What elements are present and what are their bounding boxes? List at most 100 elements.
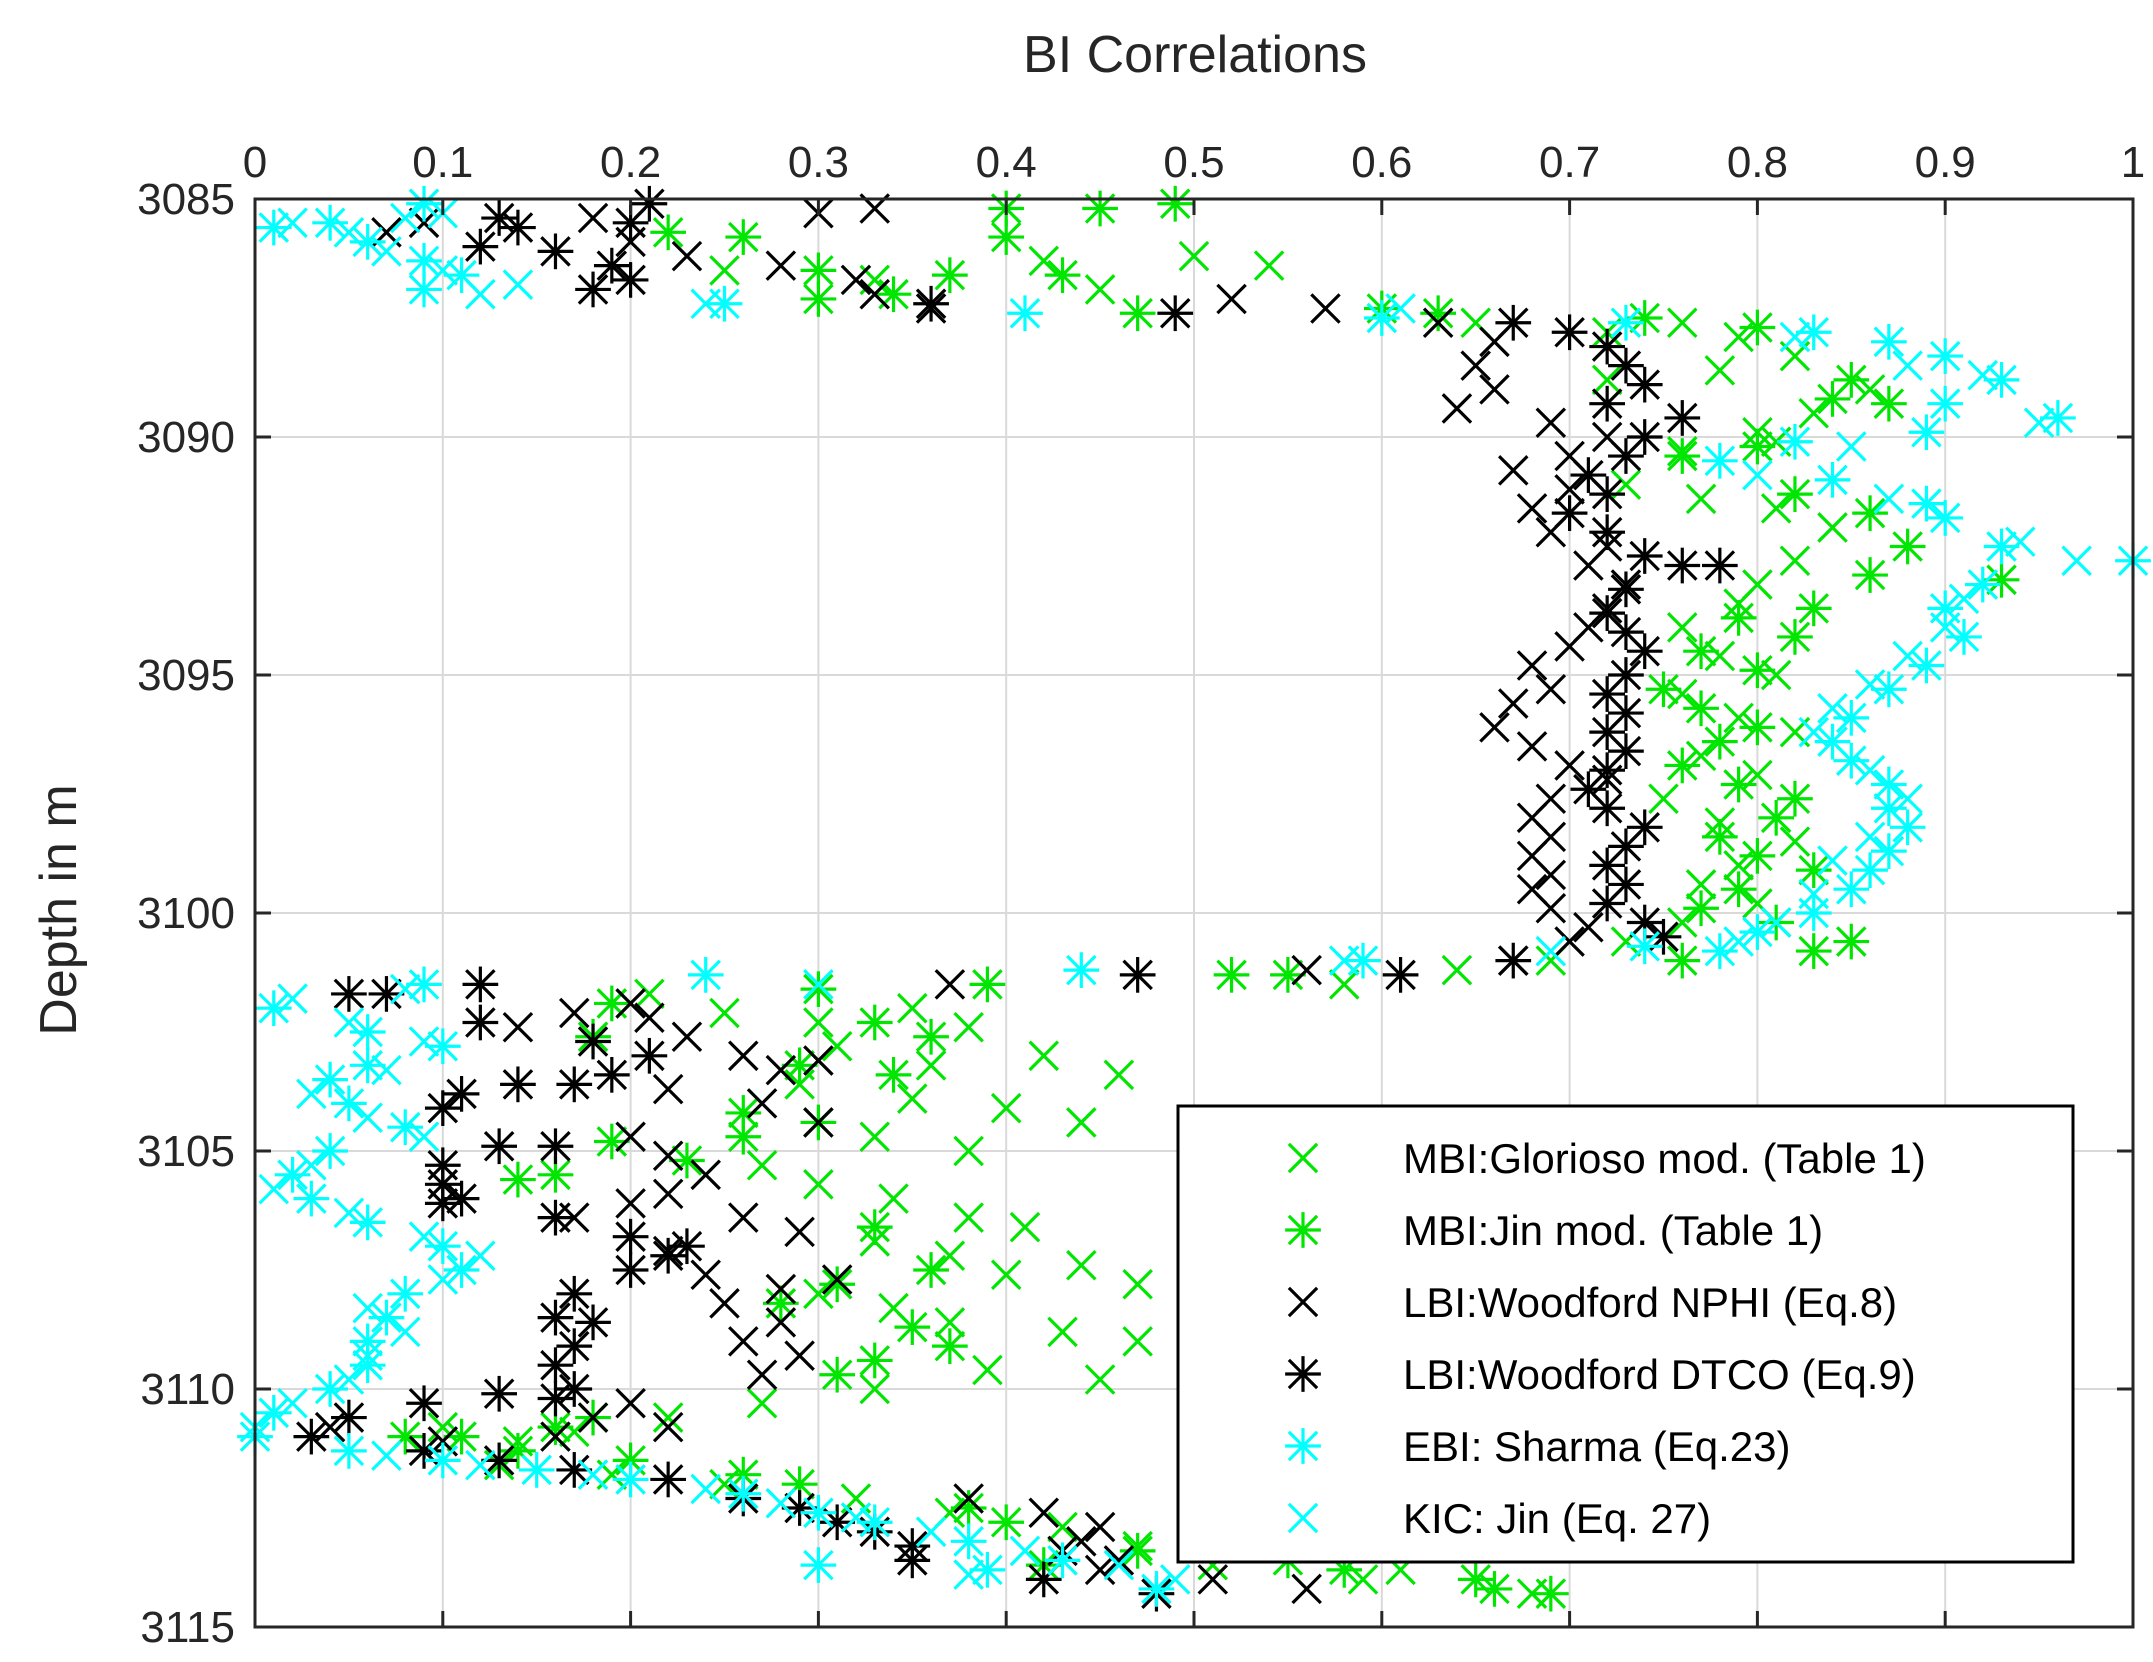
legend-label: MBI:Jin mod. (Table 1): [1403, 1207, 1823, 1254]
data-point: [387, 1109, 424, 1146]
legend-label: EBI: Sharma (Eq.23): [1403, 1423, 1791, 1470]
data-point: [972, 1354, 1003, 1386]
data-point: [333, 217, 365, 248]
data-point: [333, 1007, 365, 1038]
data-point: [969, 1552, 1006, 1588]
data-point: [1701, 933, 1738, 969]
data-point: [859, 1121, 891, 1152]
data-point: [424, 1028, 461, 1065]
data-point: [690, 1473, 721, 1505]
data-point: [481, 1375, 517, 1412]
data-point: [840, 1502, 872, 1533]
data-point: [577, 202, 609, 234]
data-point: [1084, 1511, 1116, 1543]
data-point: [1122, 1326, 1153, 1357]
data-point: [293, 1180, 330, 1217]
data-point: [953, 1559, 984, 1590]
data-point: [612, 1252, 649, 1288]
data-point: [1889, 528, 1926, 565]
data-point: [500, 1161, 536, 1198]
legend-marker: [1287, 1142, 1319, 1174]
data-point: [1683, 633, 1719, 670]
data-point: [1626, 538, 1663, 574]
data-point: [502, 269, 534, 300]
data-point: [1082, 190, 1118, 227]
data-point: [1216, 283, 1247, 315]
data-point: [1664, 400, 1701, 436]
data-point: [840, 264, 872, 296]
data-point: [1516, 493, 1548, 524]
data-point: [1760, 493, 1792, 524]
data-point: [1795, 895, 1832, 931]
x-tick-label: 0: [243, 138, 267, 187]
data-point: [875, 1056, 912, 1093]
data-point: [1535, 674, 1567, 705]
data-point: [389, 973, 421, 1005]
data-point: [1119, 957, 1156, 993]
data-point: [1551, 495, 1588, 532]
data-point: [1760, 659, 1792, 691]
data-point: [1779, 826, 1811, 857]
data-point: [1929, 612, 1961, 643]
data-point: [1777, 423, 1813, 460]
data-point: [1270, 957, 1306, 993]
data-point: [1047, 1316, 1078, 1348]
data-point: [1701, 723, 1738, 760]
data-point: [1009, 1211, 1041, 1243]
data-point: [1626, 633, 1663, 670]
data-point: [1345, 942, 1381, 979]
y-tick-label: 3115: [140, 1603, 235, 1652]
y-tick-label: 3085: [137, 175, 235, 224]
data-point: [652, 1073, 684, 1105]
legend-marker: [1285, 1428, 1321, 1464]
legend-label: KIC: Jin (Eq. 27): [1403, 1495, 1711, 1542]
data-point: [443, 1076, 480, 1112]
y-tick-label: 3090: [137, 413, 235, 462]
data-point: [1704, 355, 1736, 386]
data-point: [1854, 669, 1886, 700]
data-point: [500, 209, 536, 246]
data-point: [2061, 545, 2092, 577]
data-point: [746, 1359, 778, 1390]
data-point: [333, 1197, 365, 1229]
data-point: [408, 1121, 440, 1152]
legend-label: LBI:Woodford NPHI (Eq.8): [1403, 1279, 1897, 1326]
data-point: [389, 1316, 421, 1348]
data-point: [1589, 476, 1626, 512]
data-point: [518, 1452, 555, 1488]
data-point: [2040, 400, 2076, 436]
data-point: [331, 1433, 367, 1469]
data-point: [1119, 295, 1156, 332]
data-point: [1798, 397, 1830, 429]
data-point: [556, 1275, 593, 1312]
data-point: [1009, 1535, 1041, 1567]
data-point: [1328, 945, 1360, 976]
data-point: [1667, 678, 1698, 710]
data-point: [1589, 752, 1626, 789]
data-point: [1497, 455, 1529, 486]
data-point: [1892, 640, 1923, 672]
data-point: [277, 207, 308, 239]
data-point: [1084, 274, 1116, 305]
data-point: [1983, 362, 2020, 398]
data-point: [1664, 942, 1701, 979]
data-point: [352, 1102, 383, 1133]
data-point: [406, 1385, 442, 1422]
data-point: [915, 1050, 947, 1081]
x-tick-label: 0.1: [412, 138, 473, 187]
data-point: [1685, 483, 1717, 515]
data-point: [1908, 485, 1945, 522]
data-point: [800, 1494, 837, 1531]
data-point: [1047, 1511, 1078, 1543]
data-point: [312, 1133, 348, 1169]
data-point: [1704, 640, 1736, 672]
data-point: [1779, 545, 1811, 577]
y-tick-label: 3105: [137, 1127, 235, 1176]
data-point: [894, 1542, 931, 1579]
data-point: [537, 1347, 574, 1384]
data-point: [1927, 500, 1964, 536]
data-point: [652, 1402, 684, 1433]
data-point: [913, 1252, 949, 1288]
data-point: [1253, 250, 1285, 281]
data-point: [1385, 293, 1416, 324]
